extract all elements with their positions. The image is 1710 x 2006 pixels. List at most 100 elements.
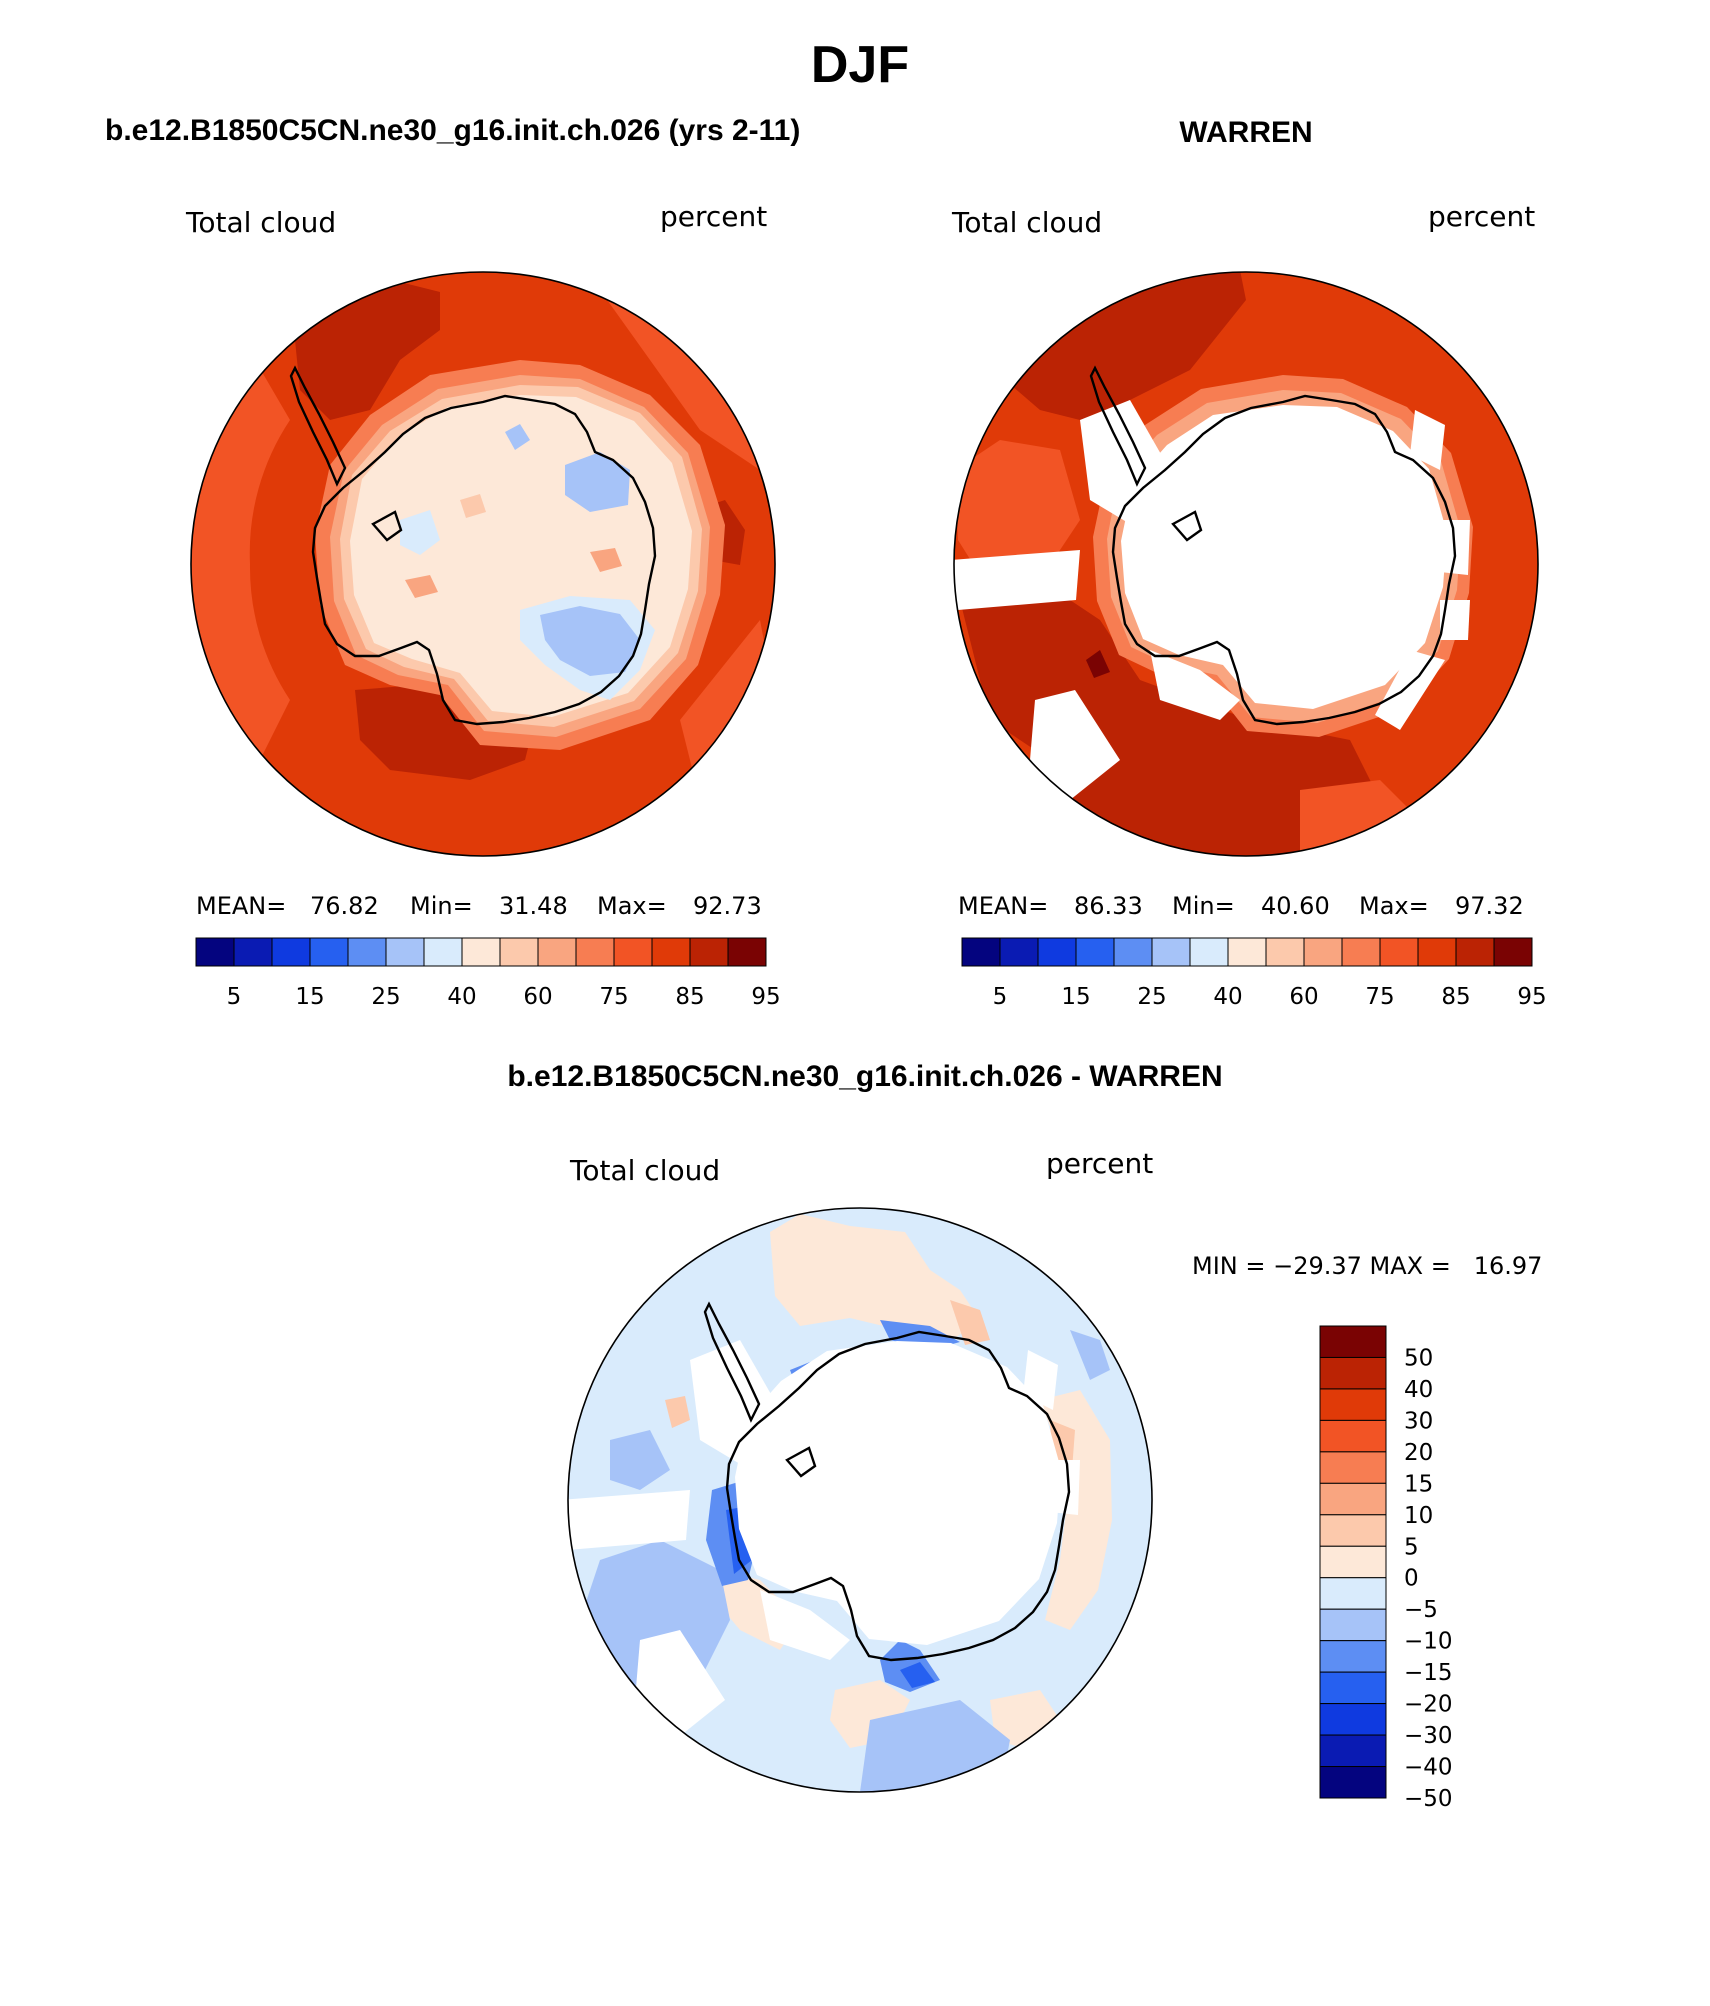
obs-colorbar-tick-label: 85 [1441, 984, 1470, 1010]
model-colorbar-tick-label: 95 [751, 984, 780, 1010]
obs-colorbar-tick-label: 40 [1213, 984, 1242, 1010]
diff-colorbar-swatch [1319, 1419, 1387, 1453]
model-colorbar-swatch [195, 937, 235, 967]
model-colorbar-swatch [575, 937, 615, 967]
model-panel: b.e12.B1850C5CN.ne30_g16.init.ch.026 (yr… [105, 114, 800, 1010]
model-stats: MEAN= 76.82 Min= 31.48 Max= 92.73 [196, 892, 762, 920]
diff-colorbar-swatch [1319, 1482, 1387, 1516]
diff-colorbar-swatch [1319, 1734, 1387, 1768]
obs-colorbar-swatch [1379, 937, 1419, 967]
model-colorbar-tick-label: 15 [295, 984, 324, 1010]
diff-colorbar-swatch [1319, 1577, 1387, 1610]
obs-colorbar-tick-label: 75 [1365, 984, 1394, 1010]
obs-mean-label: MEAN= [958, 892, 1048, 920]
model-colorbar: 5 15 25 40 60 75 85 95 [195, 937, 781, 1010]
diff-colorbar-tick-label: −30 [1404, 1723, 1453, 1749]
obs-colorbar-swatch [1455, 937, 1495, 967]
model-variable-label: Total cloud [185, 206, 336, 239]
obs-colorbar-swatch [1075, 937, 1115, 967]
obs-min-value: 40.60 [1261, 892, 1330, 920]
model-map [191, 272, 775, 856]
diff-colorbar-tick-label: 20 [1404, 1440, 1433, 1466]
model-max-value: 92.73 [693, 892, 762, 920]
obs-colorbar-swatch [1341, 937, 1381, 967]
diff-colorbar-tick-label: −40 [1404, 1755, 1453, 1781]
diff-colorbar-tick-label: −50 [1404, 1786, 1453, 1812]
model-map-border [190, 271, 776, 857]
model-mean-value: 76.82 [310, 892, 379, 920]
obs-colorbar-swatch [1493, 937, 1533, 967]
model-units-label: percent [660, 200, 767, 233]
diff-colorbar-swatch [1319, 1640, 1387, 1673]
obs-colorbar-tick-label: 25 [1137, 984, 1166, 1010]
model-colorbar-tick-label: 25 [371, 984, 400, 1010]
model-min-label: Min= [410, 892, 473, 920]
obs-stats: MEAN= 86.33 Min= 40.60 Max= 97.32 [958, 892, 1524, 920]
model-colorbar-swatch [689, 937, 729, 967]
diff-colorbar-tick-label: −10 [1404, 1629, 1453, 1655]
diff-colorbar-tick-label: 5 [1404, 1534, 1419, 1560]
obs-min-label: Min= [1172, 892, 1235, 920]
model-colorbar-swatch [271, 937, 311, 967]
obs-colorbar-swatch [1037, 937, 1077, 967]
model-max-label: Max= [597, 892, 667, 920]
diff-colorbar-swatch [1319, 1766, 1387, 1799]
obs-colorbar-tick-label: 60 [1289, 984, 1318, 1010]
diff-colorbar-swatch [1319, 1325, 1387, 1358]
diff-colorbar-tick-label: 15 [1404, 1471, 1433, 1497]
diff-map-border [567, 1207, 1153, 1793]
obs-colorbar-swatch [999, 937, 1039, 967]
model-panel-title: b.e12.B1850C5CN.ne30_g16.init.ch.026 (yr… [105, 114, 800, 147]
model-colorbar-swatch [537, 937, 577, 967]
model-colorbar-swatch [461, 937, 501, 967]
page-title: DJF [811, 36, 909, 94]
obs-colorbar-swatch [1113, 937, 1153, 967]
obs-colorbar-swatch [1151, 937, 1191, 967]
obs-map [954, 272, 1538, 856]
obs-colorbar: 5 15 25 40 60 75 85 95 [961, 937, 1547, 1010]
model-colorbar-swatch [727, 937, 767, 967]
diff-minmax: MIN = −29.37 MAX = 16.97 [1192, 1252, 1542, 1280]
diff-colorbar-swatch [1319, 1388, 1387, 1421]
model-colorbar-tick-label: 5 [227, 984, 242, 1010]
model-colorbar-swatch [613, 937, 653, 967]
diff-colorbar-tick-label: −5 [1404, 1597, 1438, 1623]
diff-colorbar-tick-label: 40 [1404, 1377, 1433, 1403]
obs-colorbar-swatch [1303, 937, 1343, 967]
model-colorbar-swatch [385, 937, 425, 967]
obs-colorbar-tick-label: 95 [1517, 984, 1546, 1010]
model-colorbar-swatch [423, 937, 463, 967]
model-colorbar-tick-label: 60 [523, 984, 552, 1010]
model-colorbar-tick-label: 40 [447, 984, 476, 1010]
diff-colorbar-tick-label: 0 [1404, 1566, 1419, 1592]
obs-max-label: Max= [1359, 892, 1429, 920]
obs-mean-value: 86.33 [1074, 892, 1143, 920]
diff-colorbar-tick-label: −20 [1404, 1692, 1453, 1718]
diff-colorbar-swatch [1319, 1514, 1387, 1547]
model-colorbar-swatch [309, 937, 349, 967]
obs-colorbar-swatch [1227, 937, 1267, 967]
obs-panel: WARREN Total cloud percent [951, 116, 1547, 1010]
diff-colorbar-swatch [1319, 1608, 1387, 1642]
model-colorbar-swatch [651, 937, 691, 967]
diff-colorbar-swatch [1319, 1545, 1387, 1579]
diff-colorbar-swatch [1319, 1451, 1387, 1484]
obs-colorbar-swatch [1189, 937, 1229, 967]
obs-panel-title: WARREN [1179, 116, 1312, 149]
obs-variable-label: Total cloud [951, 206, 1102, 239]
diff-map [568, 1208, 1152, 1792]
obs-colorbar-tick-label: 15 [1061, 984, 1090, 1010]
model-colorbar-swatch [347, 937, 387, 967]
diff-panel-title: b.e12.B1850C5CN.ne30_g16.init.ch.026 - W… [507, 1060, 1222, 1093]
diff-colorbar-tick-label: 30 [1404, 1408, 1433, 1434]
obs-units-label: percent [1428, 200, 1535, 233]
diff-colorbar-swatch [1319, 1356, 1387, 1390]
obs-colorbar-tick-label: 5 [993, 984, 1008, 1010]
obs-colorbar-swatch [961, 937, 1001, 967]
model-colorbar-tick-label: 85 [675, 984, 704, 1010]
diff-colorbar-tick-label: 50 [1404, 1345, 1433, 1371]
diff-colorbar-swatch [1319, 1703, 1387, 1736]
